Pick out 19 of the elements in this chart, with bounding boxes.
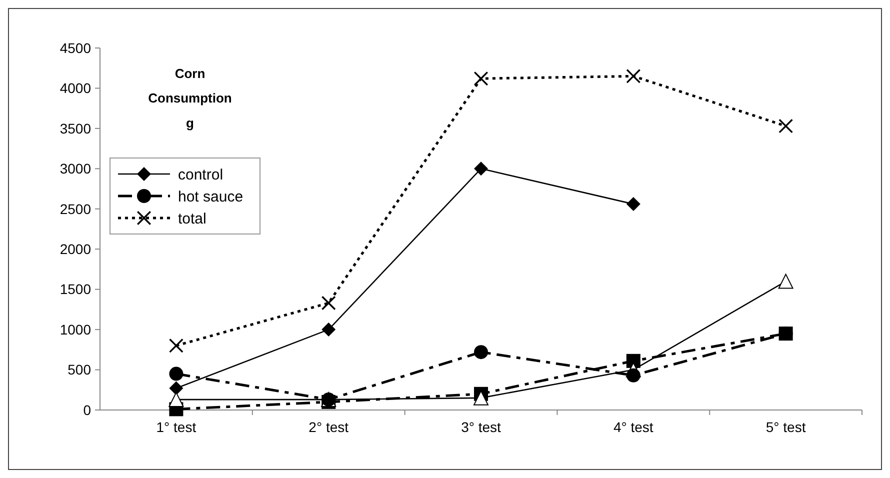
y-tick-label: 4000: [60, 80, 92, 96]
y-tick-label: 0: [83, 402, 92, 418]
x-tick-label: 1° test: [156, 419, 196, 435]
legend-label: total: [178, 210, 206, 228]
legend-label: control: [178, 166, 224, 184]
y-tick-label: 3000: [60, 160, 92, 177]
y-tick-label: 1500: [60, 281, 92, 298]
legend-label: hot sauce: [178, 188, 244, 206]
y-tick-label: 500: [68, 362, 92, 378]
x-tick-label: 5° test: [766, 419, 806, 435]
y-tick-label: 1000: [60, 321, 92, 338]
y-tick-label: 2000: [60, 241, 92, 258]
y-tick-label: 3500: [60, 120, 92, 136]
x-tick-label: 4° test: [613, 419, 654, 435]
y-tick-label: 4500: [60, 40, 92, 56]
y-tick-label: 2500: [60, 200, 92, 217]
x-tick-label: 3° test: [461, 419, 502, 435]
y-axis-title: Corn Consumption g: [148, 66, 232, 130]
x-tick-label: 2° test: [308, 419, 349, 435]
